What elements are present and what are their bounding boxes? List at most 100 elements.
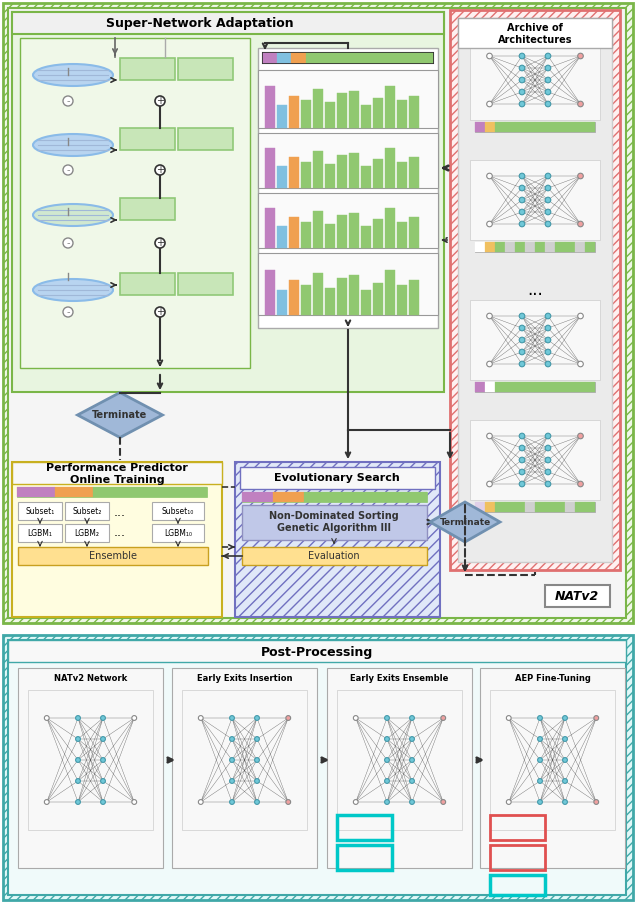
Bar	[337, 215, 347, 248]
Text: +: +	[156, 238, 164, 248]
Ellipse shape	[33, 204, 113, 226]
Bar	[152, 524, 204, 542]
Bar	[301, 285, 311, 315]
Bar	[373, 160, 383, 188]
Bar	[555, 502, 565, 512]
Bar	[18, 547, 208, 565]
Circle shape	[519, 101, 525, 107]
Bar	[365, 492, 396, 502]
Text: Early Exits Ensemble: Early Exits Ensemble	[350, 673, 449, 682]
Bar	[182, 690, 307, 830]
Circle shape	[385, 737, 389, 741]
Bar	[485, 122, 495, 132]
Circle shape	[545, 89, 551, 95]
Bar	[450, 10, 620, 570]
Bar	[495, 382, 505, 392]
Circle shape	[486, 433, 492, 439]
Text: Ensemble: Ensemble	[89, 551, 137, 561]
Circle shape	[486, 53, 492, 59]
Text: Evolutionary Search: Evolutionary Search	[274, 473, 400, 483]
Bar	[373, 98, 383, 128]
Circle shape	[255, 799, 259, 804]
Circle shape	[255, 715, 259, 720]
Bar	[535, 382, 545, 392]
Bar	[575, 242, 585, 252]
Circle shape	[519, 361, 525, 367]
Bar	[301, 100, 311, 128]
Circle shape	[410, 778, 415, 784]
Bar	[258, 193, 438, 248]
Bar	[470, 300, 600, 380]
Circle shape	[545, 313, 551, 319]
Circle shape	[286, 715, 291, 720]
Bar	[277, 105, 287, 128]
Bar	[565, 502, 575, 512]
Bar	[172, 668, 317, 868]
Bar	[242, 505, 427, 540]
Bar	[475, 122, 595, 132]
Bar	[475, 502, 595, 512]
Bar	[475, 382, 595, 392]
Circle shape	[155, 96, 165, 106]
Circle shape	[44, 715, 49, 720]
Bar	[470, 160, 600, 240]
Circle shape	[132, 799, 137, 804]
Circle shape	[563, 715, 568, 720]
Bar	[525, 502, 535, 512]
Bar	[565, 382, 575, 392]
Bar	[325, 288, 335, 315]
Circle shape	[410, 758, 415, 762]
Bar	[409, 96, 419, 128]
Circle shape	[545, 209, 551, 215]
Circle shape	[545, 185, 551, 191]
Circle shape	[519, 53, 525, 59]
Circle shape	[594, 799, 598, 804]
Text: Terminate: Terminate	[92, 410, 148, 420]
Circle shape	[132, 715, 137, 720]
Bar	[277, 226, 287, 248]
Bar	[348, 53, 362, 63]
Bar	[334, 53, 348, 63]
Bar	[490, 690, 615, 830]
Circle shape	[385, 715, 389, 720]
Bar	[505, 122, 515, 132]
Text: +: +	[156, 96, 164, 106]
Bar	[289, 157, 299, 188]
Bar	[475, 242, 485, 252]
Text: Archive of
Architectures: Archive of Architectures	[498, 23, 572, 45]
Circle shape	[578, 53, 583, 59]
Bar	[349, 153, 359, 188]
Circle shape	[545, 433, 551, 439]
Circle shape	[76, 799, 81, 804]
Bar	[390, 53, 404, 63]
Circle shape	[545, 349, 551, 355]
Text: Subset₂: Subset₂	[72, 506, 102, 515]
Circle shape	[100, 778, 106, 784]
Circle shape	[519, 65, 525, 71]
Bar	[301, 161, 311, 188]
Bar	[325, 164, 335, 188]
Bar	[475, 122, 485, 132]
Text: Performance Predictor
Online Training: Performance Predictor Online Training	[46, 463, 188, 485]
Bar	[277, 166, 287, 188]
Bar	[258, 253, 438, 315]
Bar	[303, 492, 335, 502]
Bar	[545, 502, 555, 512]
Bar	[545, 585, 610, 607]
Circle shape	[155, 165, 165, 175]
Bar	[325, 102, 335, 128]
Bar	[242, 492, 427, 502]
Bar	[178, 273, 233, 295]
Circle shape	[155, 238, 165, 248]
Text: NATv2 Network: NATv2 Network	[54, 673, 127, 682]
Bar	[485, 502, 495, 512]
Bar	[505, 502, 515, 512]
Bar	[525, 382, 535, 392]
Bar	[131, 487, 169, 497]
Circle shape	[519, 221, 525, 227]
Circle shape	[286, 799, 291, 804]
Bar	[495, 122, 505, 132]
Bar	[65, 502, 109, 520]
Bar	[18, 668, 163, 868]
Circle shape	[545, 325, 551, 331]
